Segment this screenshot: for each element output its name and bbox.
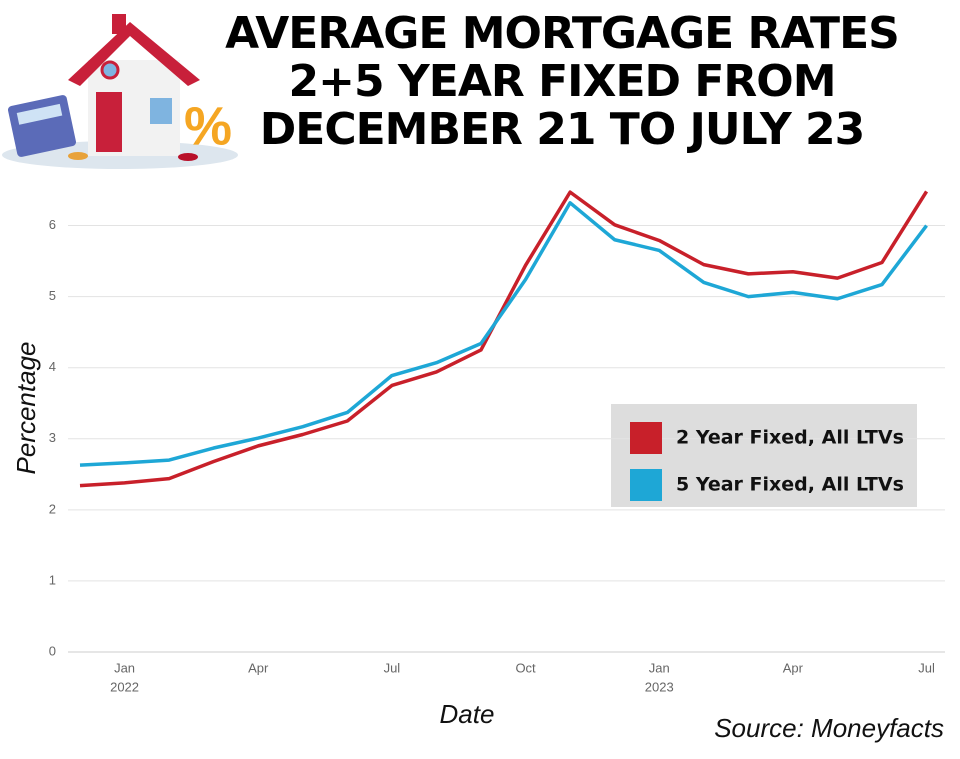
- x-tick-label: Apr: [783, 660, 804, 675]
- x-tick-label: Apr: [248, 660, 269, 675]
- legend-label: 5 Year Fixed, All LTVs: [676, 474, 904, 496]
- x-axis-label: Date: [440, 699, 495, 729]
- x-tick-label: Jan: [114, 660, 135, 675]
- source: Source: Moneyfacts: [714, 713, 944, 743]
- y-axis-label: Percentage: [11, 342, 41, 475]
- legend-label: 2 Year Fixed, All LTVs: [676, 427, 904, 449]
- y-tick-label: 5: [49, 288, 56, 303]
- svg-text:%: %: [184, 96, 232, 156]
- x-tick-label: Jul: [918, 660, 935, 675]
- line-series: [79, 190, 929, 488]
- legend-swatch: [630, 422, 662, 454]
- x-tick-label: Jan: [649, 660, 670, 675]
- house-icon: %: [2, 14, 238, 169]
- x-tick-year: 2023: [645, 679, 674, 694]
- y-tick-label: 3: [49, 430, 56, 445]
- y-tick-label: 6: [49, 217, 56, 232]
- y-tick-label: 4: [49, 359, 56, 374]
- x-tick-label: Jul: [384, 660, 401, 675]
- y-tick-label: 2: [49, 501, 56, 516]
- line-series: [79, 201, 928, 467]
- title: AVERAGE MORTGAGE RATES: [225, 8, 899, 59]
- y-tick-label: 0: [49, 643, 56, 658]
- title: DECEMBER 21 TO JULY 23: [260, 104, 864, 155]
- legend-swatch: [630, 469, 662, 501]
- y-tick-label: 1: [49, 572, 56, 587]
- x-tick-label: Oct: [515, 660, 536, 675]
- title: 2+5 YEAR FIXED FROM: [289, 56, 836, 107]
- x-tick-year: 2022: [110, 679, 139, 694]
